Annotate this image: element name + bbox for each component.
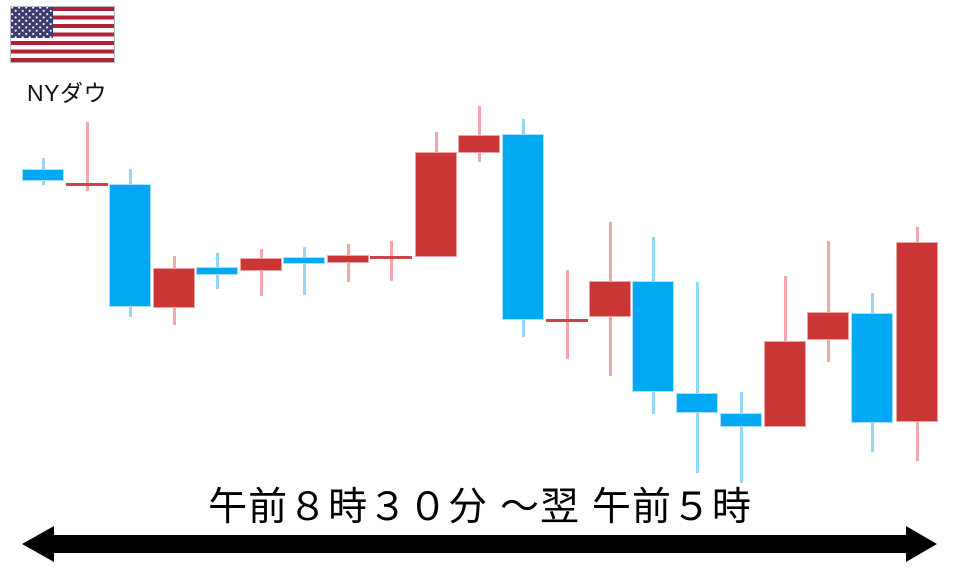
candle-body <box>66 183 108 186</box>
candle-body <box>22 169 64 181</box>
candle-body <box>676 393 718 413</box>
candle-wick <box>826 241 830 362</box>
double-arrow-shape <box>22 526 937 562</box>
candle-body <box>589 281 631 317</box>
candle-body <box>153 268 195 308</box>
candle-body <box>240 258 282 271</box>
candle-body <box>546 319 588 322</box>
candle-body <box>458 135 500 153</box>
candle-wick <box>389 241 393 281</box>
candle-body <box>109 184 151 307</box>
candle-wick <box>695 282 699 473</box>
candle-body <box>896 242 938 422</box>
candle-body <box>851 313 893 423</box>
candle-wick <box>739 392 743 483</box>
candle-wick <box>302 247 306 295</box>
candle-body <box>764 341 806 427</box>
candle-body <box>632 281 674 392</box>
candle-body <box>807 312 849 340</box>
us-flag-canton <box>11 7 53 38</box>
candle-body <box>502 134 544 320</box>
double-arrow-icon <box>22 526 937 562</box>
candle-body <box>196 267 238 275</box>
candle-body <box>370 256 412 259</box>
candle-body <box>327 255 369 263</box>
candle-body <box>283 257 325 264</box>
candle-wick <box>565 270 569 359</box>
time-range-label: 午前８時３０分 ～翌 午前５時 <box>208 486 752 529</box>
candle-wick <box>477 106 481 162</box>
instrument-label: NYダウ <box>27 80 107 106</box>
candle-wick <box>259 249 263 296</box>
candle-wick <box>346 244 350 282</box>
candle-wick <box>85 122 89 191</box>
candle-body <box>720 413 762 427</box>
us-flag-icon <box>10 6 115 63</box>
candle-body <box>415 152 457 257</box>
